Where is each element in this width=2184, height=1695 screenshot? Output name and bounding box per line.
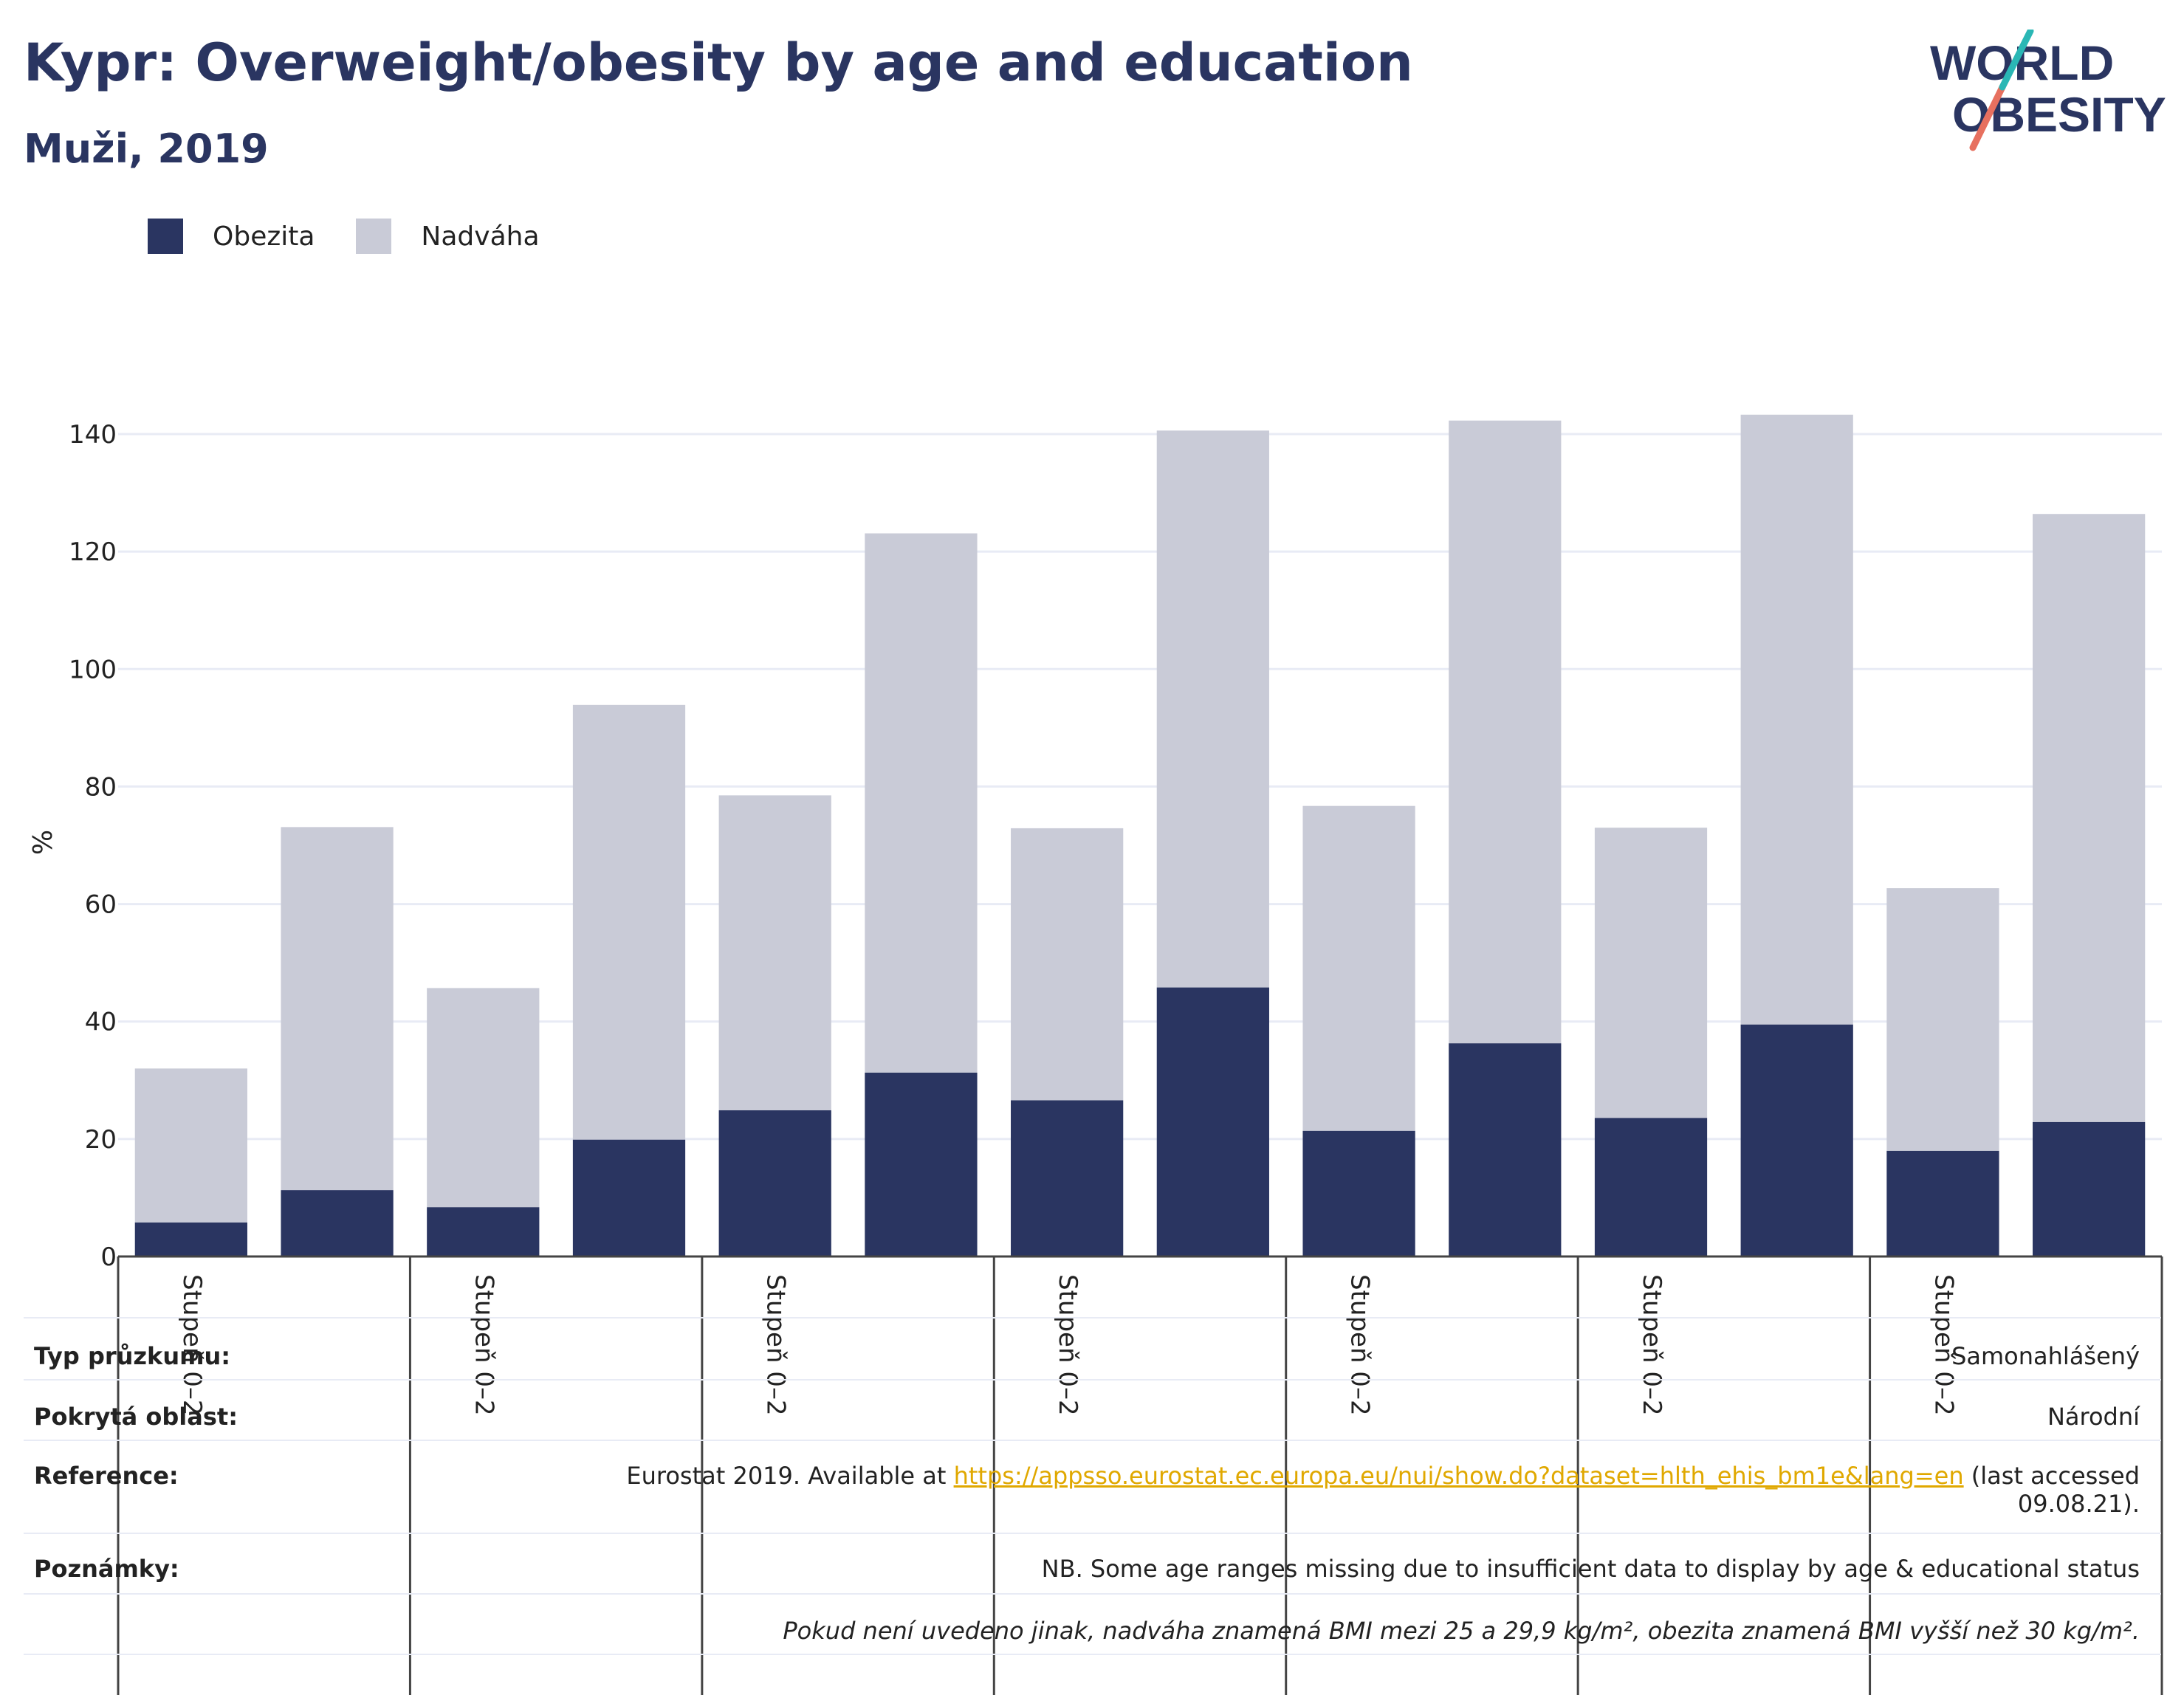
x-group-label: Stupeň 0–2: [177, 1274, 207, 1416]
bar-obezita: [718, 1110, 831, 1256]
bar-obezita: [1449, 1043, 1562, 1256]
y-tick-label: 60: [85, 890, 117, 920]
table-divider: [24, 1533, 2161, 1534]
reference-link[interactable]: https://appsso.eurostat.ec.europa.eu/nui…: [953, 1462, 1964, 1490]
survey-type-value: Samonahlášený: [1951, 1342, 2140, 1370]
bar-nadvaha: [1156, 430, 1269, 988]
bar-obezita: [2033, 1121, 2146, 1256]
y-tick-label: 100: [69, 655, 117, 684]
y-tick-label: 20: [85, 1125, 117, 1155]
logo-slash-teal: [1999, 30, 2034, 91]
bar-nadvaha: [865, 533, 978, 1073]
bar-nadvaha: [1302, 805, 1415, 1131]
notes-value: NB. Some age ranges missing due to insuf…: [1041, 1555, 2140, 1583]
y-tick-label: 140: [69, 420, 117, 450]
table-divider: [24, 1317, 2161, 1318]
table-divider: [24, 1379, 2161, 1381]
y-tick-label: 120: [69, 537, 117, 567]
bar-nadvaha: [2033, 514, 2146, 1122]
bar-nadvaha: [1011, 828, 1124, 1101]
reference-suffix: (last accessed: [1963, 1462, 2140, 1490]
bar-obezita: [865, 1072, 978, 1256]
bar-obezita: [281, 1190, 394, 1256]
bar-obezita: [1302, 1130, 1415, 1256]
bar-nadvaha: [1886, 888, 1999, 1151]
reference-prefix: Eurostat 2019. Available at: [626, 1462, 954, 1490]
bar-obezita: [1886, 1150, 1999, 1256]
table-divider: [24, 1654, 2161, 1655]
legend: Obezita Nadváha: [148, 219, 581, 254]
chart-title: Kypr: Overweight/obesity by age and educ…: [24, 32, 1413, 93]
reference-label: Reference:: [34, 1462, 179, 1490]
bar-obezita: [1740, 1024, 1853, 1256]
x-group-label: Stupeň 0–2: [761, 1274, 791, 1416]
x-group-label: Stupeň 0–2: [1345, 1274, 1375, 1416]
bar-obezita: [427, 1207, 540, 1256]
legend-swatch-obezita: [148, 219, 183, 254]
y-tick-label: 80: [85, 772, 117, 802]
bar-nadvaha: [1449, 420, 1562, 1044]
y-tick-label: 40: [85, 1008, 117, 1037]
legend-swatch-nadvaha: [356, 219, 392, 254]
bar-nadvaha: [1594, 828, 1708, 1118]
bar-nadvaha: [718, 795, 831, 1110]
x-group-label: Stupeň 0–2: [1637, 1274, 1666, 1416]
table-divider: [24, 1593, 2161, 1595]
bar-obezita: [1011, 1100, 1124, 1256]
reference-value: Eurostat 2019. Available at https://apps…: [626, 1462, 2140, 1518]
bar-obezita: [572, 1139, 686, 1256]
bar-nadvaha: [134, 1068, 247, 1223]
bar-nadvaha: [1740, 414, 1853, 1025]
coverage-label: Pokrytá oblast:: [34, 1403, 238, 1431]
y-axis-label: %: [28, 830, 58, 855]
bar-nadvaha: [427, 988, 540, 1208]
bar-nadvaha: [572, 704, 686, 1140]
legend-label-nadvaha: Nadváha: [421, 221, 540, 252]
bar-obezita: [1594, 1118, 1708, 1256]
notes-label: Poznámky:: [34, 1555, 179, 1583]
logo-slash-coral: [1969, 83, 2006, 151]
coverage-value: Národní: [2047, 1403, 2140, 1431]
x-group-label: Stupeň 0–2: [469, 1274, 498, 1416]
world-obesity-logo: WORLD OBESITY: [1930, 30, 2166, 151]
table-divider: [24, 1440, 2161, 1441]
x-group-label: Stupeň 0–2: [1929, 1274, 1958, 1416]
legend-label-obezita: Obezita: [213, 221, 315, 252]
notes-footnote: Pokud není uvedeno jinak, nadváha znamen…: [783, 1617, 2140, 1645]
legend-item-obezita[interactable]: Obezita: [148, 219, 315, 254]
chart-subtitle: Muži, 2019: [24, 126, 269, 172]
bar-obezita: [1156, 987, 1269, 1256]
reference-line2: 09.08.21).: [2017, 1490, 2140, 1518]
bar-nadvaha: [281, 827, 394, 1191]
x-group-label: Stupeň 0–2: [1053, 1274, 1082, 1416]
survey-type-label: Typ průzkumu:: [34, 1342, 231, 1370]
legend-item-nadvaha[interactable]: Nadváha: [356, 219, 540, 254]
bar-obezita: [134, 1222, 247, 1256]
y-tick-label: 0: [100, 1242, 117, 1272]
